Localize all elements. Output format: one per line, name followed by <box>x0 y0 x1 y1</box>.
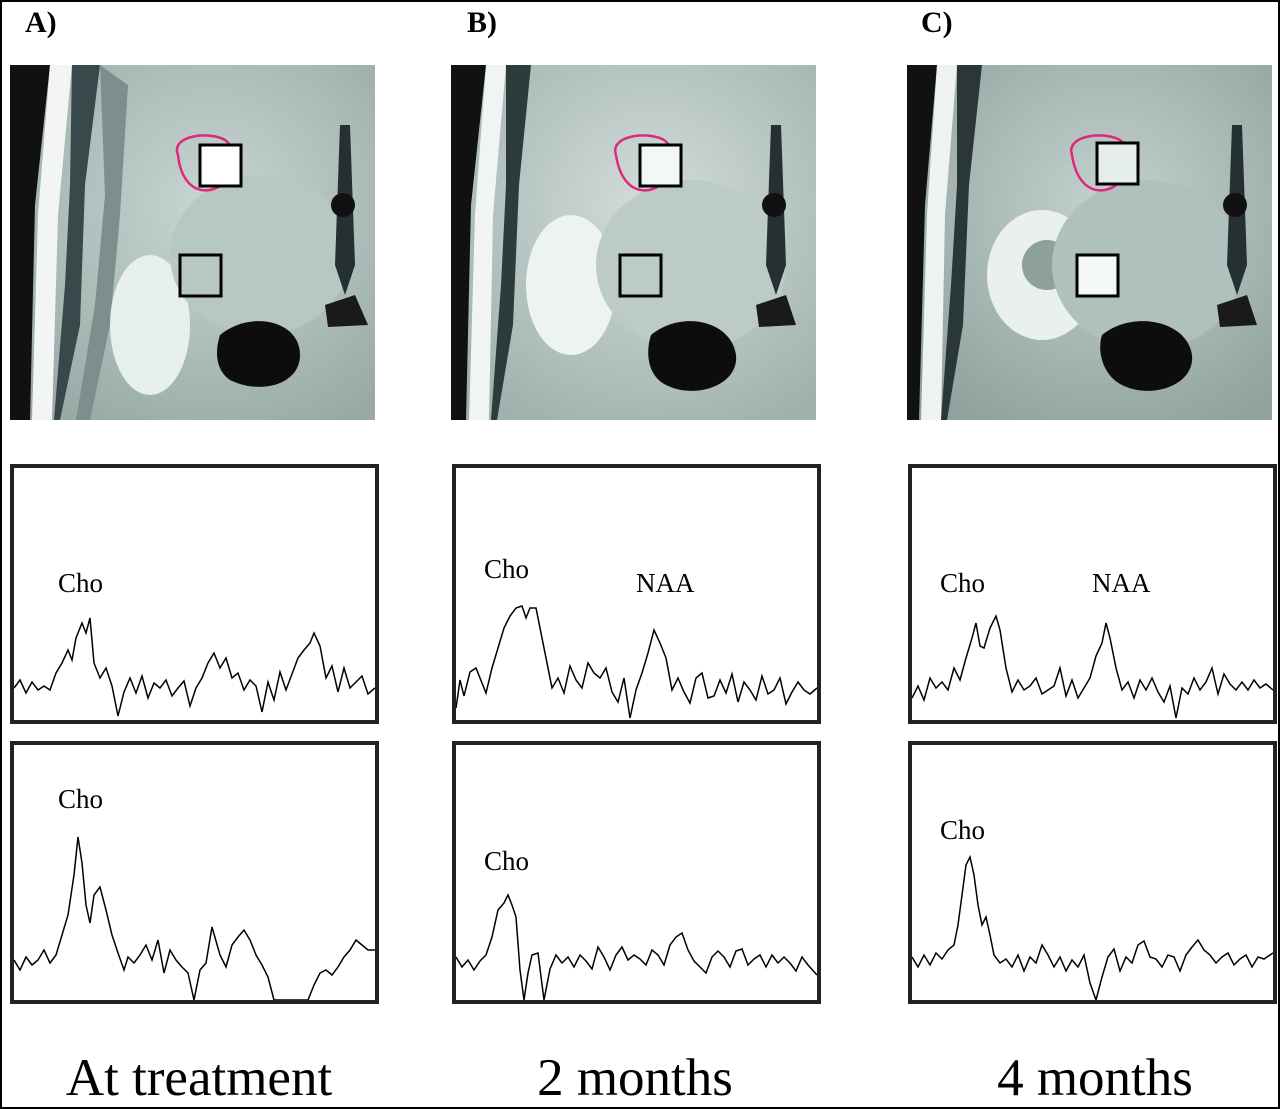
peak-label-a-tumor-cho: Cho <box>58 568 104 598</box>
caption-c: 4 months <box>997 1049 1193 1107</box>
spectrum-line-b-normal <box>456 893 817 1000</box>
panel-a-letter: A) <box>25 6 57 39</box>
spectrum-line-b-tumor <box>456 605 817 719</box>
spectrum-c-tumor <box>908 464 1277 724</box>
spectrum-line-c-normal <box>912 854 1273 1000</box>
peak-label-c-normal-cho: Cho <box>940 815 986 845</box>
spectrum-line-a-tumor <box>14 617 375 717</box>
caption-b: 2 months <box>537 1049 733 1107</box>
peak-label-a-normal-cho: Cho <box>58 784 104 814</box>
voxel-normal-a <box>178 253 223 298</box>
peak-label-c-tumor-naa: NAA <box>1092 568 1151 598</box>
panel-b-letter: B) <box>467 6 497 39</box>
mri-image-b <box>451 65 816 420</box>
peak-label-b-tumor-naa: NAA <box>636 568 695 598</box>
voxel-tumor-a <box>198 143 243 188</box>
panel-c-letter: C) <box>921 6 953 39</box>
voxel-normal-b <box>618 253 663 298</box>
spectrum-a-normal <box>10 741 379 1004</box>
spectrum-a-tumor <box>10 464 379 724</box>
spectrum-c-normal <box>908 741 1277 1004</box>
spectrum-line-a-normal <box>14 836 375 1000</box>
spectrum-b-normal <box>452 741 821 1004</box>
voxel-tumor-c <box>1095 141 1140 186</box>
voxel-tumor-b <box>638 143 683 188</box>
mri-image-c <box>907 65 1272 420</box>
mri-image-a <box>10 65 375 420</box>
spectrum-b-tumor <box>452 464 821 724</box>
voxel-normal-c <box>1075 253 1120 298</box>
caption-a: At treatment <box>65 1049 333 1107</box>
peak-label-b-normal-cho: Cho <box>484 846 530 876</box>
peak-label-c-tumor-cho: Cho <box>940 568 986 598</box>
peak-label-b-tumor-cho: Cho <box>484 554 530 584</box>
spectrum-line-c-tumor <box>912 613 1273 719</box>
